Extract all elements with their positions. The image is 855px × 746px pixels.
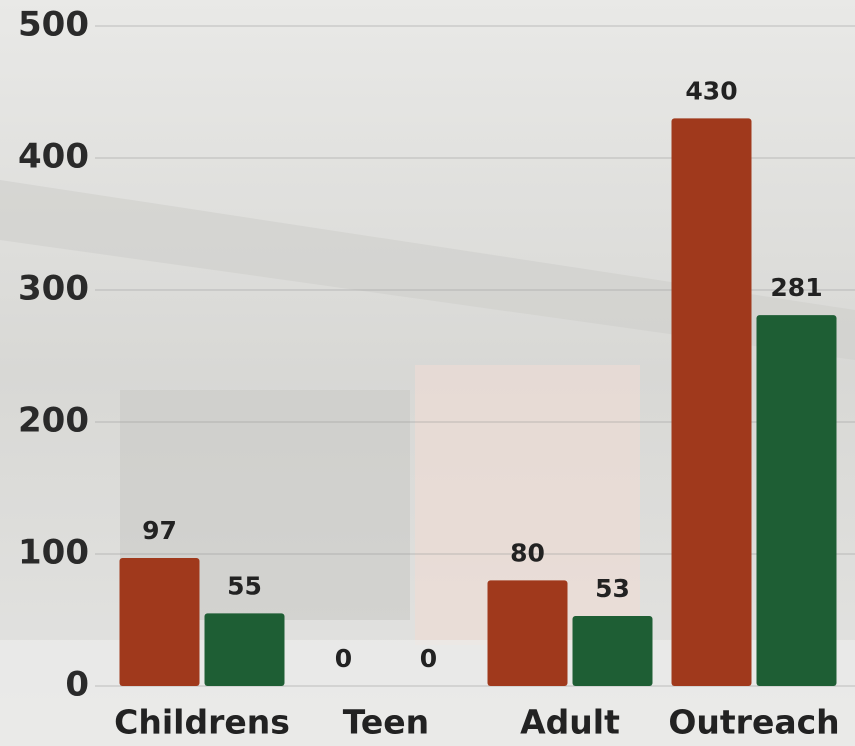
value-label: 281 xyxy=(770,273,822,302)
y-tick-label: 200 xyxy=(18,401,89,441)
y-tick-label: 0 xyxy=(65,665,89,705)
bar xyxy=(671,118,752,686)
bar xyxy=(119,557,200,686)
y-tick-label: 300 xyxy=(18,269,89,309)
bar xyxy=(572,616,653,686)
value-label: 80 xyxy=(510,538,545,567)
x-tick-label: Outreach xyxy=(668,703,839,742)
bar xyxy=(756,315,837,686)
bar xyxy=(204,613,285,686)
roof-shape xyxy=(0,180,855,360)
value-label: 55 xyxy=(227,571,262,600)
x-tick-label: Childrens xyxy=(114,703,290,742)
value-label: 53 xyxy=(595,574,630,603)
value-label: 0 xyxy=(420,644,437,673)
x-tick-label: Teen xyxy=(343,703,429,742)
y-tick-label: 500 xyxy=(18,5,89,45)
plot: 0 100 200 300 400 500 Childrens 97 55 Teen 0 0 Adult… xyxy=(18,5,855,742)
bar xyxy=(487,580,568,686)
y-tick-label: 400 xyxy=(18,137,89,177)
x-tick-label: Adult xyxy=(520,703,620,742)
value-label: 430 xyxy=(685,76,737,105)
y-tick-label: 100 xyxy=(18,533,89,573)
value-label: 97 xyxy=(142,516,177,545)
value-label: 0 xyxy=(335,644,352,673)
